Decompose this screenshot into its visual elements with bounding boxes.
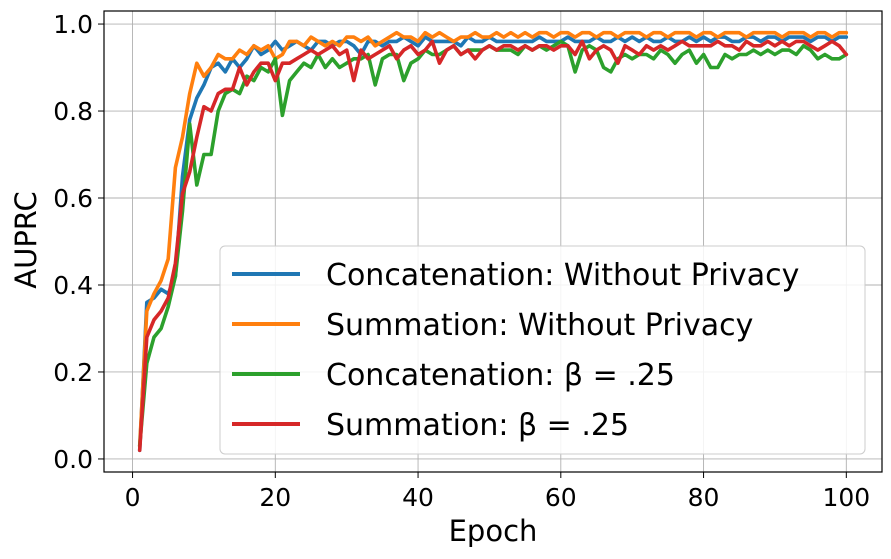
series-line-2: [137, 30, 849, 448]
x-tick-label: 0: [125, 483, 141, 512]
y-tick-label: 0.0: [53, 445, 93, 474]
series-line-1: [137, 35, 849, 453]
y-tick-label: 0.2: [53, 358, 93, 387]
legend: Concatenation: Without Privacy Summation:…: [219, 245, 866, 455]
legend-label: Concatenation: β = .25: [326, 358, 675, 393]
y-tick-label: 0.8: [53, 97, 93, 126]
y-axis: 0.0 0.2 0.4 0.6 0.8 1.0: [53, 10, 104, 474]
y-axis-label: AUPRC: [9, 191, 43, 289]
y-tick-label: 0.6: [53, 184, 93, 213]
y-tick-label: 0.4: [53, 271, 93, 300]
series-lines: [137, 30, 849, 453]
legend-label: Summation: β = .25: [326, 408, 629, 443]
legend-box: [219, 245, 866, 455]
plot-frame: [103, 10, 883, 473]
x-axis-label: Epoch: [449, 514, 538, 548]
x-tick-label: 40: [402, 483, 434, 512]
legend-label: Summation: Without Privacy: [326, 308, 753, 343]
legend-label: Concatenation: Without Privacy: [326, 258, 799, 293]
x-tick-label: 20: [259, 483, 291, 512]
x-tick-label: 80: [688, 483, 720, 512]
y-tick-label: 1.0: [53, 10, 93, 39]
x-tick-label: 60: [545, 483, 577, 512]
x-axis: 0 20 40 60 80 100: [125, 472, 870, 512]
x-tick-label: 100: [822, 483, 870, 512]
series-line-4: [137, 39, 849, 453]
